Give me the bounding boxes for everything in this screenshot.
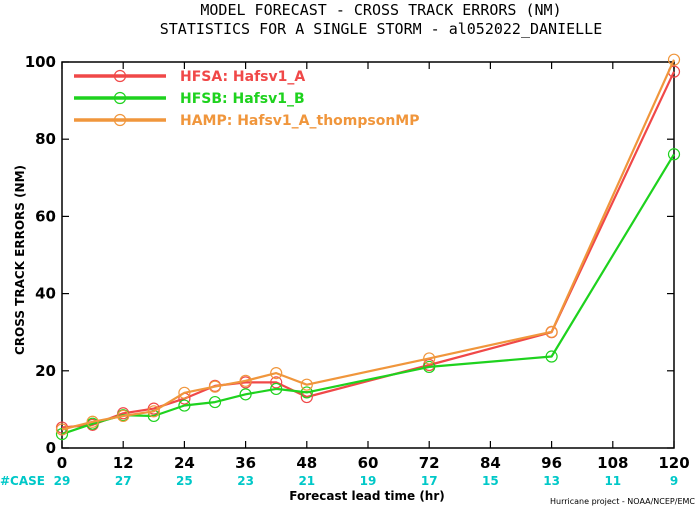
case-count: 15	[482, 474, 499, 488]
data-point-marker	[545, 350, 558, 363]
case-count: 29	[54, 474, 71, 488]
case-counts: 29 27 25 23 21 19 17 15 13 11 9	[54, 474, 679, 488]
case-count: 21	[298, 474, 315, 488]
data-point-marker	[86, 415, 99, 428]
series-line	[61, 153, 675, 436]
case-label: #CASE	[0, 474, 45, 488]
data-point-marker	[300, 378, 313, 391]
y-tick-label: 20	[35, 362, 56, 380]
x-axis-label: Forecast lead time (hr)	[289, 489, 445, 503]
legend: HFSA: Hafsv1_A HFSB: Hafsv1_B HAMP: Hafsv1…	[74, 69, 420, 129]
case-count: 27	[115, 474, 132, 488]
x-tick-label: 84	[480, 454, 501, 472]
legend-swatch-marker	[113, 113, 127, 127]
y-tick-label: 100	[25, 53, 56, 71]
data-point-marker	[300, 386, 313, 399]
case-count: 13	[543, 474, 560, 488]
data-point-marker	[270, 367, 283, 380]
case-count: 11	[604, 474, 621, 488]
data-point-marker	[178, 399, 191, 412]
series-layer	[55, 53, 681, 441]
data-point-marker	[667, 148, 681, 161]
data-point-marker	[208, 380, 222, 393]
legend-swatch-marker	[113, 91, 127, 105]
data-point-marker	[239, 374, 252, 387]
data-point-marker	[423, 360, 436, 374]
y-tick-label: 80	[35, 130, 56, 148]
legend-label: HFSA: Hafsv1_A	[180, 69, 305, 85]
x-tick-label: 108	[597, 454, 628, 472]
credit-text: Hurricane project - NOAA/NCEP/EMC	[550, 497, 695, 506]
legend-swatch-marker	[113, 69, 127, 83]
data-point-marker	[147, 405, 160, 418]
case-count: 23	[237, 474, 254, 488]
case-count: 17	[421, 474, 438, 488]
x-tick-label: 60	[358, 454, 379, 472]
x-axis-ticks: 0 12 24 36 48 60 72 84 96 108 120	[57, 62, 690, 472]
data-point-marker	[178, 386, 191, 399]
chart-subtitle: STATISTICS FOR A SINGLE STORM - al052022…	[160, 20, 603, 38]
data-point-marker	[208, 395, 222, 409]
data-point-marker	[270, 382, 283, 396]
data-point-marker	[667, 53, 681, 66]
chart-title: MODEL FORECAST - CROSS TRACK ERRORS (NM)	[200, 1, 561, 19]
case-count: 9	[670, 474, 678, 488]
y-tick-label: 0	[46, 439, 56, 457]
y-tick-label: 40	[35, 285, 56, 303]
x-tick-label: 0	[57, 454, 67, 472]
x-tick-label: 96	[541, 454, 562, 472]
data-point-marker	[239, 388, 252, 401]
data-point-marker	[545, 325, 558, 338]
x-tick-label: 72	[419, 454, 440, 472]
x-tick-label: 24	[174, 454, 195, 472]
y-axis-ticks: 0 20 40 60 80 100	[25, 53, 674, 457]
x-tick-label: 120	[658, 454, 689, 472]
data-point-marker	[55, 423, 69, 436]
legend-label: HFSB: Hafsv1_B	[180, 91, 305, 107]
x-tick-label: 12	[113, 454, 134, 472]
case-count: 25	[176, 474, 193, 488]
data-point-marker	[423, 352, 436, 365]
x-tick-label: 36	[235, 454, 256, 472]
legend-label: HAMP: Hafsv1_A_thompsonMP	[180, 113, 420, 129]
data-point-marker	[117, 409, 130, 423]
x-tick-label: 48	[296, 454, 317, 472]
y-axis-label: CROSS TRACK ERRORS (NM)	[13, 165, 27, 355]
case-count: 19	[360, 474, 377, 488]
y-tick-label: 60	[35, 207, 56, 225]
